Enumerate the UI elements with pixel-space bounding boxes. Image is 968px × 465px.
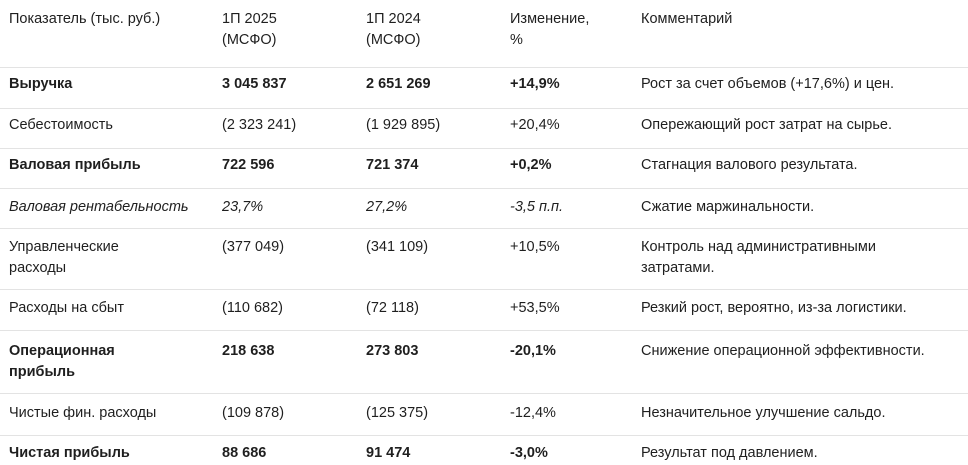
row-value-2025: (109 878) [222, 405, 285, 421]
row-value-2025: (377 049) [222, 239, 285, 255]
row-indicator: Чистая прибыль [9, 445, 130, 461]
row-comment: Резкий рост, вероятно, из-за логистики. [641, 300, 907, 316]
row-comment: Стагнация валового результата. [641, 157, 858, 173]
row-change: +10,5% [510, 239, 560, 255]
row-indicator: Выручка [9, 76, 73, 92]
row-indicator: Себестоимость [9, 117, 113, 133]
row-value-2024: 27,2% [366, 199, 408, 215]
row-value-2025: 218 638 [222, 343, 275, 359]
row-value-2025: (110 682) [222, 300, 283, 316]
header-1h2025: 1П 2025 (МСФО) [222, 9, 357, 51]
row-value-2025: 722 596 [222, 157, 275, 173]
row-value-2024: (125 375) [366, 405, 429, 421]
header-1h2024-period: 1П 2024 [366, 11, 421, 27]
row-indicator: Управленческие расходы [9, 239, 119, 276]
header-1h2025-period: 1П 2025 [222, 11, 277, 27]
row-change: -12,4% [510, 405, 556, 421]
table-row: Себестоимость (2 323 241) (1 929 895) +2… [0, 115, 968, 149]
table-row: Управленческие расходы (377 049) (341 10… [0, 237, 968, 290]
table-row: Чистые фин. расходы (109 878) (125 375) … [0, 403, 968, 436]
table-row: Валовая рентабельность 23,7% 27,2% -3,5 … [0, 197, 968, 229]
table-row: Расходы на сбыт (110 682) (72 118) +53,5… [0, 298, 968, 331]
row-value-2024: (72 118) [366, 300, 419, 316]
table-row: Валовая прибыль 722 596 721 374 +0,2% Ст… [0, 155, 968, 189]
table-row: Выручка 3 045 837 2 651 269 +14,9% Рост … [0, 74, 968, 109]
header-change: Изменение, % [510, 9, 630, 51]
row-value-2024: (1 929 895) [366, 117, 441, 133]
row-indicator: Валовая рентабельность [9, 199, 189, 215]
row-value-2025: 23,7% [222, 199, 264, 215]
row-change: +14,9% [510, 76, 560, 92]
row-indicator: Чистые фин. расходы [9, 405, 157, 421]
row-comment: Незначительное улучшение сальдо. [641, 405, 886, 421]
table-row: Чистая прибыль 88 686 91 474 -3,0% Резул… [0, 443, 968, 465]
row-comment: Сжатие маржинальности. [641, 199, 815, 215]
header-1h2024: 1П 2024 (МСФО) [366, 9, 501, 51]
row-value-2024: 721 374 [366, 157, 419, 173]
row-value-2024: (341 109) [366, 239, 429, 255]
row-value-2024: 2 651 269 [366, 76, 431, 92]
row-value-2024: 273 803 [366, 343, 419, 359]
row-change: +0,2% [510, 157, 552, 173]
row-value-2024: 91 474 [366, 445, 411, 461]
row-value-2025: (2 323 241) [222, 117, 297, 133]
row-value-2025: 3 045 837 [222, 76, 287, 92]
header-change-unit: % [510, 32, 523, 48]
table-header: Показатель (тыс. руб.) 1П 2025 (МСФО) 1П… [0, 9, 968, 68]
row-change: -3,0% [510, 445, 548, 461]
row-change: -3,5 п.п. [510, 199, 564, 215]
row-comment: Контроль над административными затратами… [641, 239, 876, 276]
row-comment: Опережающий рост затрат на сырье. [641, 117, 893, 133]
table-row: Операционная прибыль 218 638 273 803 -20… [0, 341, 968, 394]
row-comment: Результат под давлением. [641, 445, 818, 461]
row-change: +53,5% [510, 300, 560, 316]
row-indicator: Операционная прибыль [9, 343, 115, 380]
row-change: +20,4% [510, 117, 560, 133]
row-change: -20,1% [510, 343, 556, 359]
row-comment: Снижение операционной эффективности. [641, 343, 925, 359]
header-1h2024-standard: (МСФО) [366, 32, 421, 48]
header-change-label: Изменение, [510, 11, 590, 27]
row-indicator: Расходы на сбыт [9, 300, 124, 316]
header-comment: Комментарий [641, 11, 733, 27]
row-comment: Рост за счет объемов (+17,6%) и цен. [641, 76, 895, 92]
header-1h2025-standard: (МСФО) [222, 32, 277, 48]
row-indicator: Валовая прибыль [9, 157, 141, 173]
row-value-2025: 88 686 [222, 445, 267, 461]
header-indicator: Показатель (тыс. руб.) [9, 11, 161, 27]
